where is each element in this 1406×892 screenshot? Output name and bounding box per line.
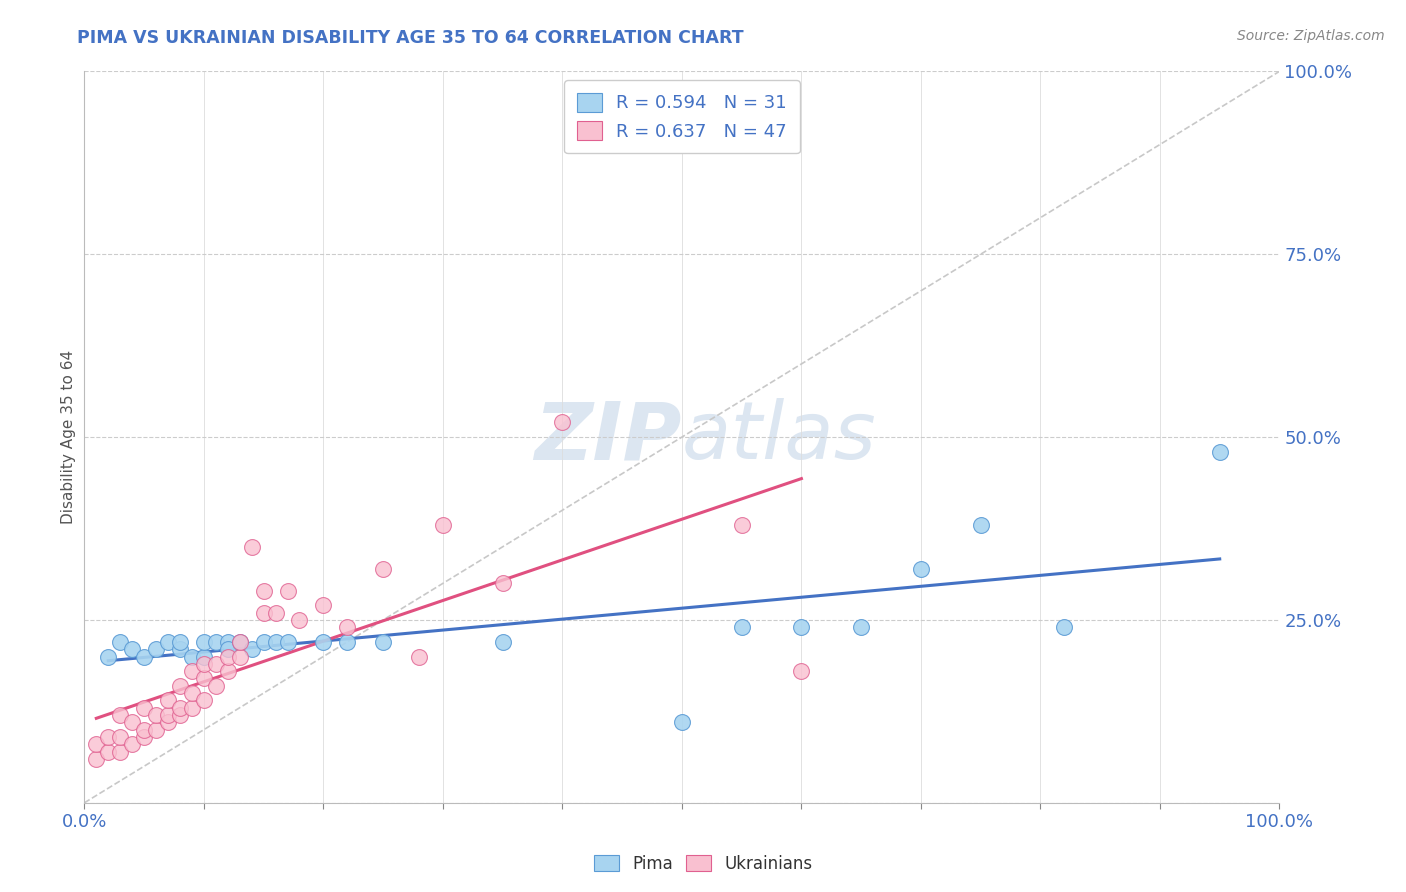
Point <box>169 708 191 723</box>
Point <box>910 562 932 576</box>
Point <box>193 635 215 649</box>
Point <box>132 700 156 714</box>
Point <box>790 664 813 678</box>
Point <box>205 657 228 671</box>
Point <box>1053 620 1076 634</box>
Point <box>205 635 228 649</box>
Point <box>181 649 204 664</box>
Point <box>336 635 359 649</box>
Point <box>970 517 993 532</box>
Text: ZIP: ZIP <box>534 398 682 476</box>
Point <box>851 620 873 634</box>
Point <box>253 635 276 649</box>
Point <box>132 723 156 737</box>
Point <box>193 693 215 707</box>
Point <box>217 649 239 664</box>
Text: atlas: atlas <box>682 398 877 476</box>
Point <box>193 657 215 671</box>
Point <box>97 649 120 664</box>
Point <box>277 635 299 649</box>
Point <box>229 649 252 664</box>
Point <box>145 723 167 737</box>
Point <box>110 708 132 723</box>
Point <box>671 715 693 730</box>
Point <box>110 635 132 649</box>
Point <box>157 635 180 649</box>
Point <box>121 715 143 730</box>
Point <box>157 693 180 707</box>
Point <box>373 562 395 576</box>
Point <box>229 635 252 649</box>
Point <box>312 635 335 649</box>
Point <box>193 672 215 686</box>
Point <box>277 583 299 598</box>
Point <box>217 635 239 649</box>
Point <box>145 708 167 723</box>
Point <box>1209 444 1232 458</box>
Point <box>432 517 454 532</box>
Point <box>264 635 287 649</box>
Point <box>169 679 191 693</box>
Point <box>492 576 515 591</box>
Point <box>336 620 359 634</box>
Point <box>731 620 754 634</box>
Point <box>217 642 239 657</box>
Y-axis label: Disability Age 35 to 64: Disability Age 35 to 64 <box>60 350 76 524</box>
Point <box>169 700 191 714</box>
Point <box>157 715 180 730</box>
Point <box>169 642 191 657</box>
Point <box>253 583 276 598</box>
Point <box>551 416 574 430</box>
Point <box>145 642 167 657</box>
Point <box>181 686 204 700</box>
Point <box>181 700 204 714</box>
Legend: R = 0.594   N = 31, R = 0.637   N = 47: R = 0.594 N = 31, R = 0.637 N = 47 <box>564 80 800 153</box>
Point <box>110 730 132 744</box>
Point <box>492 635 515 649</box>
Point <box>181 664 204 678</box>
Text: Source: ZipAtlas.com: Source: ZipAtlas.com <box>1237 29 1385 43</box>
Point <box>253 606 276 620</box>
Point <box>121 642 143 657</box>
Point <box>86 737 108 751</box>
Point <box>205 679 228 693</box>
Point <box>312 599 335 613</box>
Point <box>193 649 215 664</box>
Point <box>97 730 120 744</box>
Point <box>408 649 430 664</box>
Point <box>731 517 754 532</box>
Point <box>217 664 239 678</box>
Point <box>288 613 311 627</box>
Point <box>240 642 263 657</box>
Text: PIMA VS UKRAINIAN DISABILITY AGE 35 TO 64 CORRELATION CHART: PIMA VS UKRAINIAN DISABILITY AGE 35 TO 6… <box>77 29 744 46</box>
Legend: Pima, Ukrainians: Pima, Ukrainians <box>586 848 820 880</box>
Point <box>86 752 108 766</box>
Point <box>157 708 180 723</box>
Point <box>97 745 120 759</box>
Point <box>121 737 143 751</box>
Point <box>110 745 132 759</box>
Point <box>264 606 287 620</box>
Point <box>373 635 395 649</box>
Point <box>132 730 156 744</box>
Point <box>240 540 263 554</box>
Point <box>229 635 252 649</box>
Point <box>132 649 156 664</box>
Point <box>169 635 191 649</box>
Point <box>790 620 813 634</box>
